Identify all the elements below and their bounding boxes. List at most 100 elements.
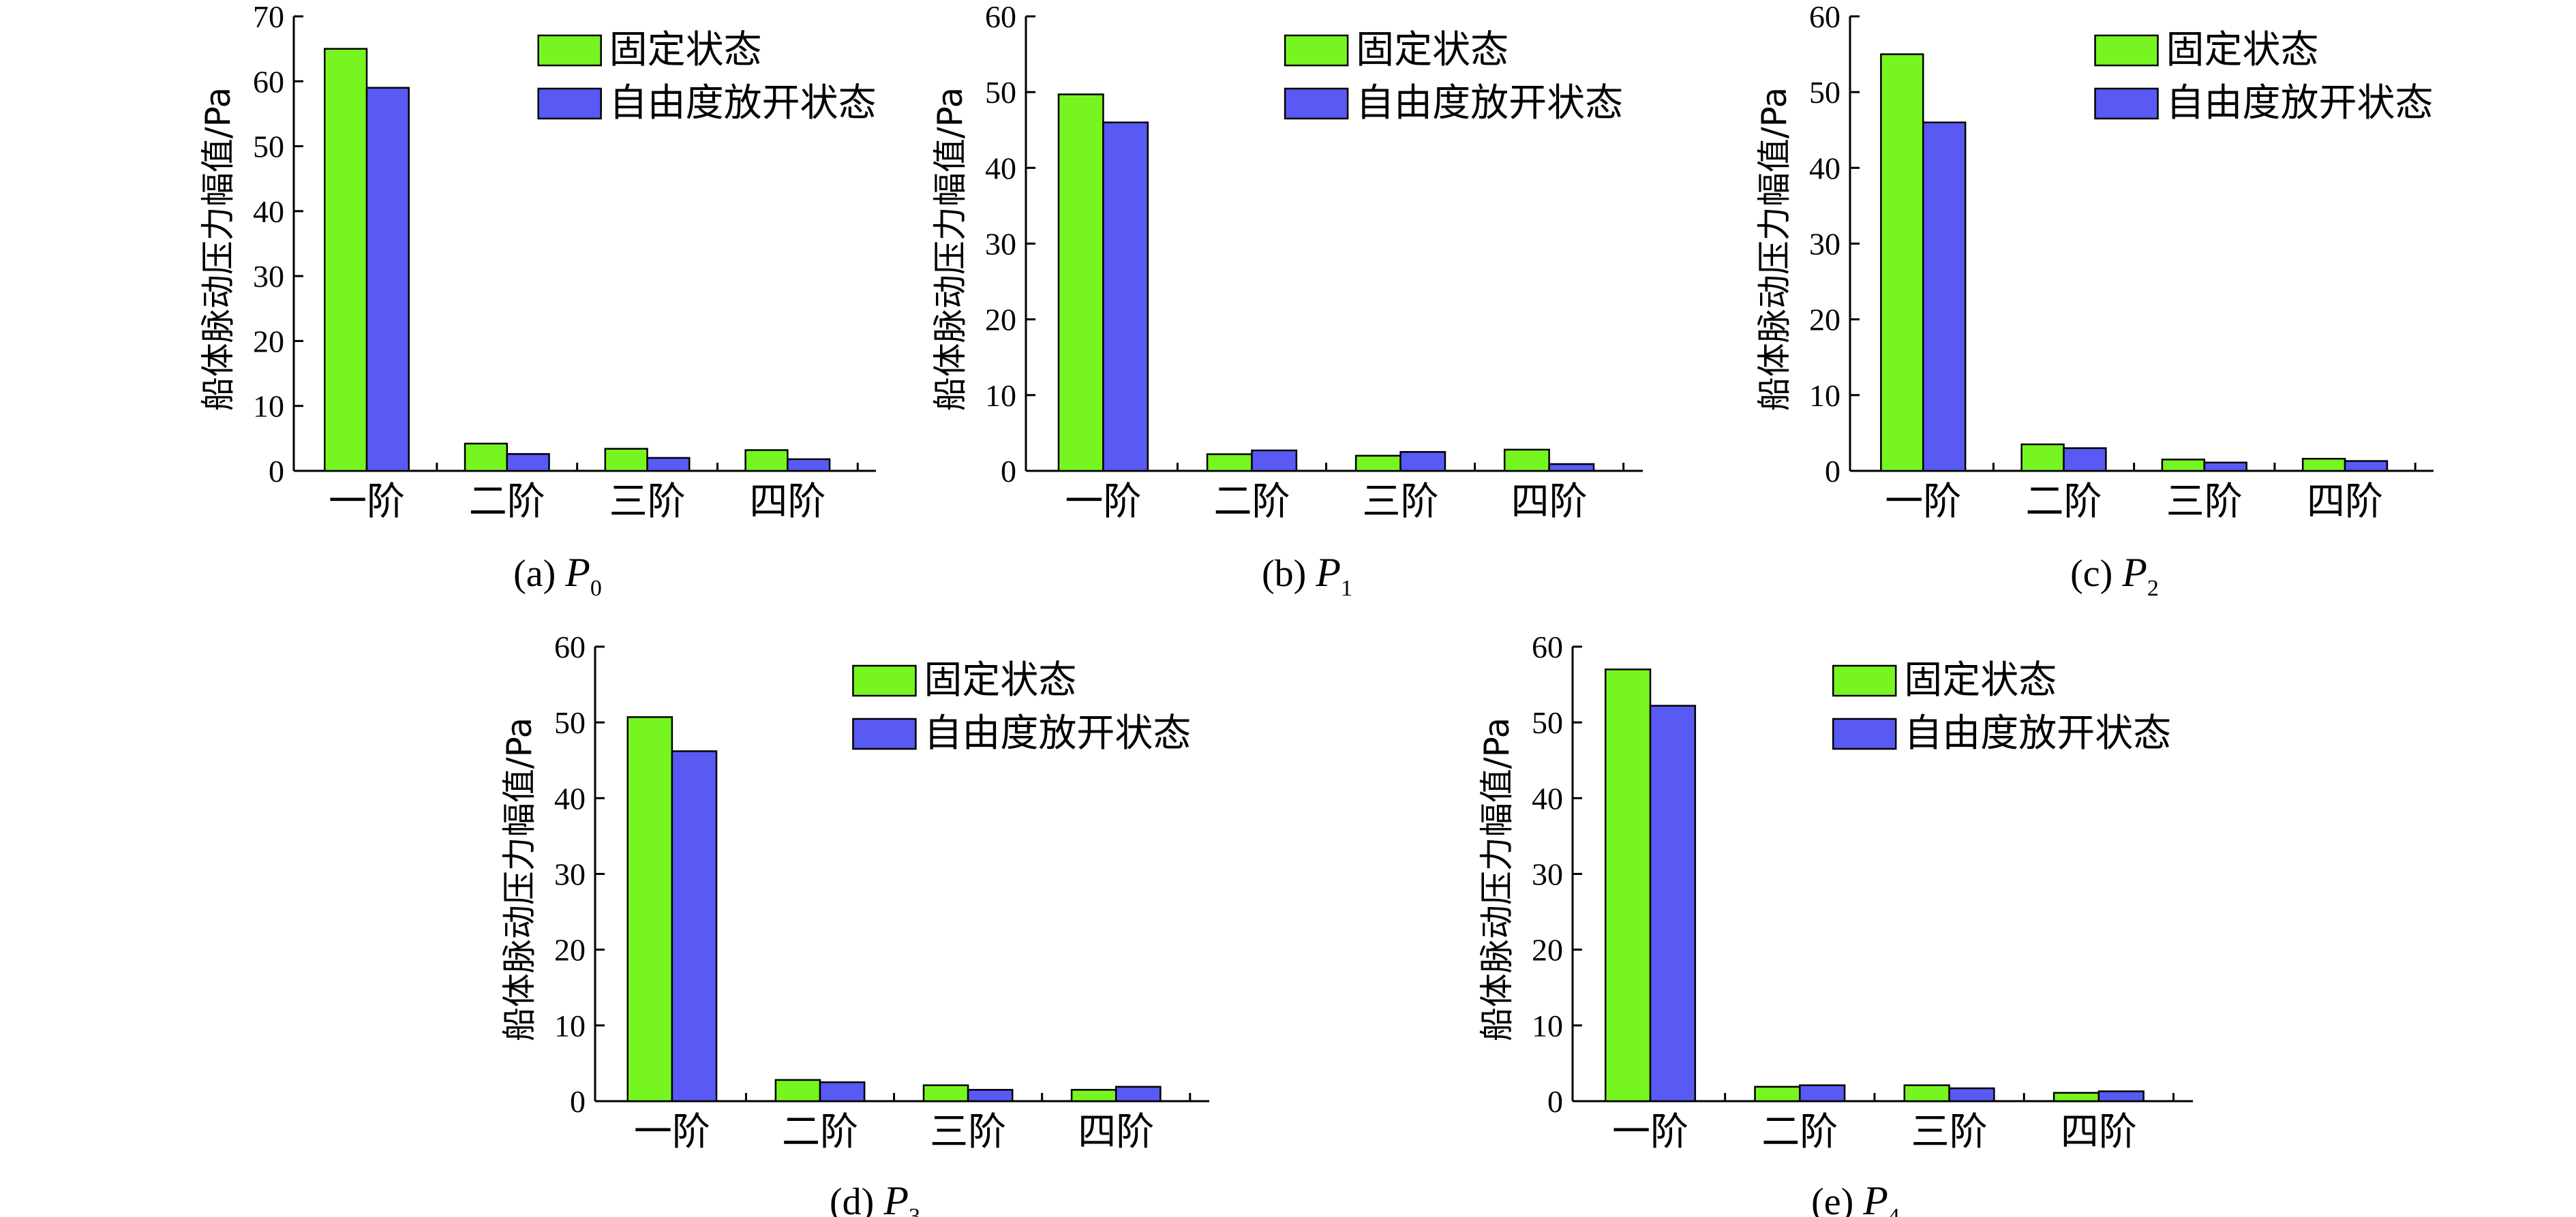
caption-subscript: 4 — [1888, 1204, 1900, 1217]
y-tick-label: 50 — [554, 705, 586, 740]
bar-free — [1399, 450, 1446, 472]
y-tick-label: 40 — [1532, 781, 1563, 816]
x-tick-label: 二阶 — [1213, 480, 1290, 524]
bar-fixed — [744, 449, 789, 472]
legend-label-free: 自由度放开状态 — [2166, 81, 2434, 125]
y-tick-label: 30 — [554, 857, 586, 892]
legend-label-fixed: 固定状态 — [1356, 28, 1509, 72]
y-tick-label: 40 — [985, 151, 1016, 185]
bar-fixed — [1354, 455, 1401, 472]
bar-fixed — [1057, 93, 1104, 472]
y-tick-label: 0 — [570, 1084, 586, 1119]
chart-panel-b: 0 10 20 30 40 50 60 一阶 二阶 三阶 四阶 船体脉动压力幅值/Pa 固定状态自由度放… — [930, 0, 1643, 601]
bar-free — [787, 458, 831, 472]
caption-subscript: 2 — [2147, 576, 2159, 601]
x-tick-label: 四阶 — [1511, 480, 1588, 524]
x-tick-label: 一阶 — [329, 480, 405, 524]
y-tick-label: 20 — [1532, 933, 1563, 968]
y-tick-label: 10 — [985, 378, 1016, 413]
bar-fixed — [1754, 1085, 1801, 1103]
y-tick-label: 0 — [1547, 1084, 1563, 1119]
bar-fixed — [626, 716, 673, 1103]
caption-subscript: 0 — [590, 576, 602, 601]
bar-fixed — [1604, 668, 1652, 1103]
bar-free — [1548, 463, 1595, 472]
bar-fixed — [774, 1079, 821, 1103]
y-tick-label: 50 — [985, 75, 1016, 110]
x-tick-label: 四阶 — [1078, 1110, 1154, 1154]
bar-free — [2097, 1090, 2145, 1103]
bar-fixed — [1070, 1089, 1117, 1103]
x-tick-label: 二阶 — [782, 1110, 858, 1154]
bar-free — [646, 457, 691, 472]
bar-free — [967, 1089, 1014, 1103]
chart-panel-d: 0 10 20 30 40 50 60 一阶 二阶 三阶 四阶 船体脉动压力幅值/Pa 固定状态自由度放… — [500, 630, 1209, 1217]
caption-subscript: 3 — [909, 1204, 920, 1217]
y-tick-label: 70 — [253, 0, 284, 34]
bar-fixed — [2161, 459, 2206, 472]
panel-caption: (d) P3 — [830, 1178, 920, 1217]
bar-fixed — [2052, 1092, 2100, 1103]
legend-swatch-free — [537, 87, 602, 120]
bar-free — [1649, 705, 1697, 1103]
caption-variable: P — [2121, 550, 2147, 595]
y-axis-label: 船体脉动压力幅值/Pa — [1477, 718, 1517, 1041]
y-axis-label: 船体脉动压力幅值/Pa — [930, 87, 970, 411]
y-tick-label: 50 — [1532, 705, 1563, 740]
y-tick-label: 20 — [985, 303, 1016, 337]
bar-fixed — [324, 48, 368, 472]
legend-label-fixed: 固定状态 — [924, 658, 1076, 703]
bar-fixed — [1903, 1084, 1950, 1103]
x-tick-label: 三阶 — [1911, 1110, 1988, 1154]
bar-free — [2344, 460, 2389, 472]
panel-caption: (b) P1 — [1262, 550, 1352, 601]
y-tick-label: 10 — [554, 1008, 586, 1043]
x-tick-label: 三阶 — [2166, 480, 2243, 524]
bar-fixed — [2301, 457, 2346, 472]
caption-variable: P — [1315, 550, 1341, 595]
legend-label-fixed: 固定状态 — [2166, 28, 2319, 72]
bar-free — [1115, 1085, 1162, 1103]
y-tick-label: 20 — [554, 933, 586, 968]
legend-swatch-free — [852, 718, 917, 750]
y-tick-label: 40 — [554, 781, 586, 816]
legend-label-free: 自由度放开状态 — [609, 81, 877, 125]
panel-caption: (e) P4 — [1811, 1178, 1900, 1217]
legend-swatch-fixed — [537, 34, 602, 67]
x-tick-label: 四阶 — [749, 480, 825, 524]
x-tick-label: 三阶 — [1363, 480, 1439, 524]
y-tick-label: 60 — [1532, 630, 1563, 664]
bar-fixed — [1503, 448, 1550, 472]
legend-swatch-fixed — [1284, 34, 1349, 67]
bar-free — [2203, 461, 2247, 472]
y-tick-label: 40 — [1809, 151, 1840, 185]
chart-panel-c: 0 10 20 30 40 50 60 一阶 二阶 三阶 四阶 船体脉动压力幅值/Pa 固定状态自由度放… — [1755, 0, 2434, 601]
bar-fixed — [1206, 453, 1253, 472]
y-axis-label: 船体脉动压力幅值/Pa — [1755, 87, 1794, 411]
legend-label-free: 自由度放开状态 — [924, 711, 1191, 756]
y-tick-label: 0 — [1001, 454, 1016, 489]
legend-swatch-free — [1284, 87, 1349, 120]
y-tick-label: 60 — [253, 64, 284, 99]
panel-caption: (c) P2 — [2070, 550, 2159, 601]
bar-free — [1948, 1087, 1995, 1103]
bar-free — [1251, 449, 1298, 472]
caption-prefix: (e) — [1811, 1181, 1863, 1217]
bar-free — [1922, 121, 1967, 472]
caption-variable: P — [1862, 1178, 1888, 1217]
x-tick-label: 一阶 — [1065, 480, 1141, 524]
y-tick-label: 10 — [1809, 378, 1840, 413]
x-tick-label: 一阶 — [634, 1110, 710, 1154]
bar-free — [1102, 121, 1149, 472]
legend-swatch-fixed — [1832, 664, 1897, 697]
panel-caption: (a) P0 — [513, 550, 602, 601]
legend-swatch-free — [1832, 718, 1897, 750]
y-tick-label: 30 — [253, 259, 284, 294]
caption-variable: P — [564, 550, 590, 595]
x-tick-label: 四阶 — [2061, 1110, 2137, 1154]
bar-free — [2063, 447, 2107, 472]
legend-swatch-fixed — [2094, 34, 2159, 67]
y-tick-label: 0 — [1825, 454, 1840, 489]
y-tick-label: 20 — [253, 324, 284, 358]
bar-fixed — [464, 442, 509, 472]
